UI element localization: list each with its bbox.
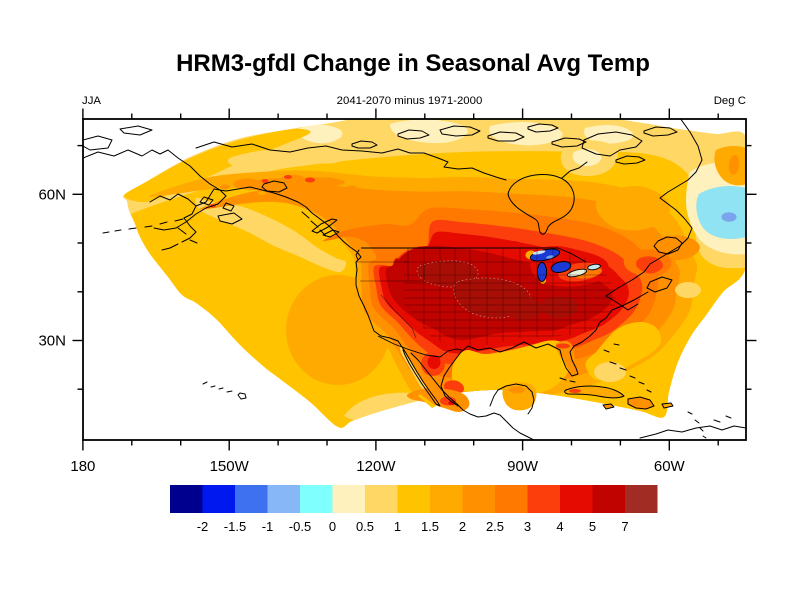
svg-text:30N: 30N	[38, 333, 66, 350]
svg-text:3: 3	[524, 519, 531, 534]
svg-text:JJA: JJA	[82, 95, 101, 107]
svg-text:Deg C: Deg C	[714, 95, 746, 107]
svg-text:60N: 60N	[38, 186, 66, 203]
svg-text:1: 1	[394, 519, 401, 534]
svg-text:0: 0	[329, 519, 336, 534]
svg-text:4: 4	[556, 519, 563, 534]
svg-text:180: 180	[70, 458, 95, 475]
svg-text:120W: 120W	[356, 458, 396, 475]
svg-text:-0.5: -0.5	[289, 519, 311, 534]
svg-text:2041-2070 minus 1971-2000: 2041-2070 minus 1971-2000	[337, 95, 483, 107]
svg-text:90W: 90W	[507, 458, 539, 475]
svg-text:HRM3-gfdl Change in Seasonal A: HRM3-gfdl Change in Seasonal Avg Temp	[176, 50, 650, 77]
svg-text:2.5: 2.5	[486, 519, 504, 534]
svg-text:5: 5	[589, 519, 596, 534]
svg-text:-1: -1	[262, 519, 274, 534]
svg-text:60W: 60W	[654, 458, 686, 475]
svg-text:-2: -2	[197, 519, 209, 534]
svg-text:7: 7	[621, 519, 628, 534]
svg-text:2: 2	[459, 519, 466, 534]
svg-text:150W: 150W	[210, 458, 250, 475]
svg-text:-1.5: -1.5	[224, 519, 246, 534]
svg-text:1.5: 1.5	[421, 519, 439, 534]
svg-text:0.5: 0.5	[356, 519, 374, 534]
